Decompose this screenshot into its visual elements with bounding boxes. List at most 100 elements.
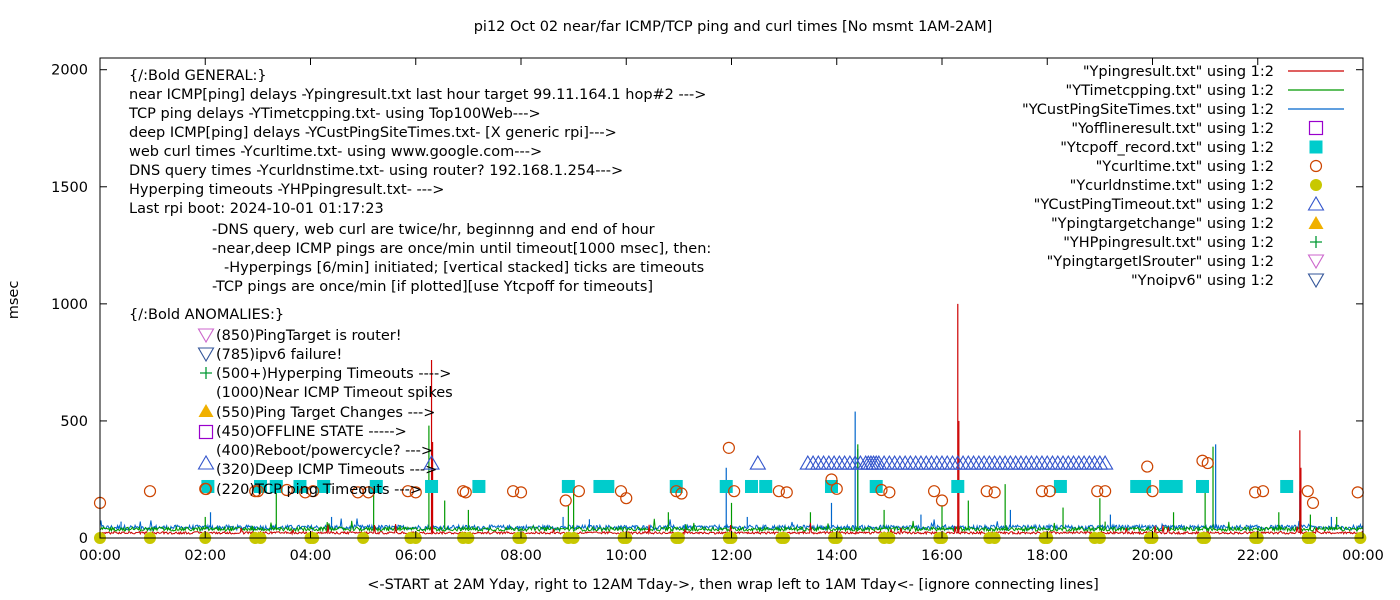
data-point [1065, 454, 1083, 470]
data-point [1012, 454, 1030, 470]
data-point [1075, 454, 1093, 470]
data-point [514, 486, 528, 499]
data-point [907, 454, 925, 470]
annotation-line: deep ICMP[ping] delays -YCustPingSiteTim… [129, 125, 617, 141]
legend-entry: "YCustPingSiteTimes.txt" using 1:2 [1022, 102, 1274, 118]
legend-marker [1307, 273, 1325, 289]
data-point [996, 454, 1014, 470]
anomaly-key-marker [197, 328, 215, 344]
data-point [970, 454, 988, 470]
data-point [815, 454, 833, 470]
y-tick-label: 2000 [51, 63, 88, 79]
data-point [1091, 485, 1104, 498]
data-point [459, 486, 472, 499]
data-point [559, 494, 572, 507]
data-point [1033, 454, 1051, 470]
data-point [1159, 479, 1173, 493]
data-point [1053, 479, 1067, 493]
legend-marker [1309, 159, 1323, 173]
data-point [859, 454, 877, 470]
data-point [825, 473, 838, 486]
data-point [143, 485, 157, 498]
data-point [917, 454, 935, 470]
series-5 [93, 441, 1364, 509]
legend-entry: "Ycurldnstime.txt" using 1:2 [1070, 178, 1274, 194]
y-axis-label: msec [6, 281, 22, 320]
data-point [1256, 485, 1270, 498]
data-point [1201, 456, 1214, 470]
legend-marker [1310, 179, 1322, 191]
legend-marker [1307, 254, 1325, 270]
anomaly-key-marker [198, 404, 214, 417]
data-point [867, 454, 885, 470]
data-point [799, 454, 817, 470]
anomaly-key-marker [197, 454, 215, 470]
data-point [809, 454, 827, 470]
series-4 [201, 479, 1294, 493]
annotation-line: {/:Bold GENERAL:} [129, 68, 267, 84]
data-point [986, 454, 1004, 470]
data-point [1080, 454, 1098, 470]
data-point [561, 479, 575, 493]
data-point [883, 486, 896, 499]
data-point [317, 479, 331, 493]
data-point [830, 454, 848, 470]
legend-entry: "Ynoipv6" using 1:2 [1131, 273, 1274, 289]
data-point [780, 486, 793, 499]
data-point [409, 486, 422, 499]
data-point [744, 479, 758, 493]
data-point [880, 454, 898, 470]
data-point [1044, 454, 1061, 470]
data-point [886, 454, 904, 470]
data-point [870, 454, 888, 470]
data-point [1086, 454, 1104, 470]
data-point [869, 479, 883, 493]
x-tick-label: 22:00 [1237, 548, 1279, 564]
data-point [1169, 479, 1183, 493]
data-point [896, 454, 914, 470]
annotation-line: Hyperping timeouts -YHPpingresult.txt- -… [129, 182, 444, 198]
data-point [865, 454, 883, 470]
data-point [280, 483, 293, 497]
data-point [1023, 454, 1040, 470]
data-point [572, 485, 585, 498]
data-point [1043, 485, 1056, 498]
data-point [975, 454, 993, 470]
data-point [935, 494, 949, 507]
data-point [1070, 454, 1088, 470]
data-point [804, 454, 822, 470]
data-point [901, 454, 919, 470]
annotation-line: (850)PingTarget is router! [216, 328, 402, 344]
legend-entry: "Ypingresult.txt" using 1:2 [1083, 64, 1274, 80]
x-tick-label: 04:00 [290, 548, 332, 564]
data-point [251, 485, 264, 498]
data-point [830, 482, 843, 495]
data-point [912, 454, 930, 470]
annotation-line: (450)OFFLINE STATE -----> [216, 424, 407, 440]
legend-entry: "Ycurltime.txt" using 1:2 [1096, 159, 1274, 175]
data-point [1028, 454, 1046, 470]
data-point [620, 492, 633, 505]
data-point [1306, 496, 1320, 509]
legend-marker [1309, 140, 1323, 154]
data-point [1196, 454, 1209, 467]
data-point [728, 485, 741, 498]
data-point [875, 454, 893, 470]
x-tick-label: 08:00 [500, 548, 542, 564]
y-tick-label: 500 [60, 414, 88, 430]
y-tick-label: 0 [79, 531, 88, 547]
annotation-line: web curl times -Ycurltime.txt- using www… [129, 144, 542, 160]
y-tick-label: 1000 [51, 297, 88, 313]
annotation-line: near ICMP[ping] delays -Ypingresult.txt … [129, 87, 706, 103]
annotation-line: (785)ipv6 failure! [216, 347, 342, 363]
data-point [1054, 454, 1072, 470]
x-tick-label: 14:00 [816, 548, 858, 564]
data-point [825, 454, 843, 470]
data-point [670, 485, 683, 498]
data-point [980, 454, 998, 470]
legend-entry: "Ypingtargetchange" using 1:2 [1051, 216, 1274, 232]
data-point [1351, 486, 1364, 499]
x-tick-label: 10:00 [605, 548, 647, 564]
data-point [928, 454, 946, 470]
anomaly-key-marker [198, 424, 214, 440]
